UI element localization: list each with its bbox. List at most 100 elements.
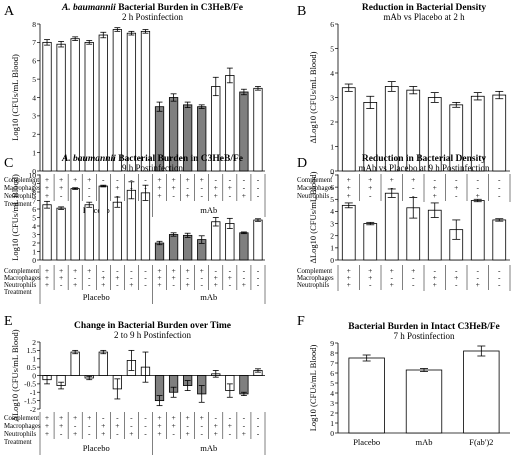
condition-sign: - <box>130 175 133 184</box>
y-tick-label: 1 <box>330 419 334 428</box>
bar <box>42 204 52 261</box>
bar <box>98 34 108 172</box>
condition-label: Neutrophils <box>297 282 329 289</box>
condition-sign: - <box>144 266 147 275</box>
bar <box>112 201 122 261</box>
condition-sign: - <box>257 421 260 430</box>
x-tick-label: mAb <box>416 437 433 447</box>
condition-sign: - <box>229 191 232 200</box>
condition-sign: - <box>144 421 147 430</box>
condition-sign: + <box>157 429 161 438</box>
y-axis-label: Log10 (CFUs/mL Blood) <box>10 174 20 261</box>
y-tick-label: 1 <box>32 148 36 157</box>
condition-label: Complement <box>4 268 39 275</box>
condition-sign: - <box>130 273 133 282</box>
condition-sign: - <box>434 266 437 275</box>
y-tick-label: 4 <box>330 389 334 398</box>
condition-label: Neutrophils <box>297 193 329 200</box>
condition-sign: - <box>88 280 91 289</box>
condition-sign: + <box>347 175 351 184</box>
condition-sign: + <box>157 273 161 282</box>
y-tick-label: 8 <box>32 188 36 197</box>
condition-sign: - <box>172 280 175 289</box>
condition-sign: - <box>257 273 260 282</box>
condition-sign: + <box>157 413 161 422</box>
y-tick-label: -1.5 <box>24 396 36 405</box>
condition-sign: - <box>74 273 77 282</box>
condition-sign: - <box>243 183 246 192</box>
condition-sign: + <box>186 266 190 275</box>
y-tick-label: 0 <box>32 167 36 176</box>
condition-sign: - <box>434 175 437 184</box>
chart-subtitle: 2 to 9 h Postinfection <box>114 330 191 340</box>
condition-sign: + <box>101 429 105 438</box>
y-tick-label: 9 <box>330 339 334 348</box>
condition-sign: - <box>243 413 246 422</box>
y-tick-label: 1 <box>32 247 36 256</box>
chart-subtitle: mAb vs Placebo at 9 h Postinfection <box>359 163 490 173</box>
condition-sign: - <box>257 191 260 200</box>
condition-sign: - <box>144 175 147 184</box>
title-species: A. baumannii <box>61 154 116 164</box>
condition-sign: + <box>214 429 218 438</box>
condition-sign: - <box>116 429 119 438</box>
bar <box>463 350 500 434</box>
y-tick-label: 0 <box>32 256 36 265</box>
condition-sign: + <box>214 191 218 200</box>
y-tick-label: 4 <box>32 222 36 231</box>
condition-sign: + <box>171 266 175 275</box>
y-tick-label: 4 <box>330 69 334 78</box>
condition-sign: + <box>115 421 119 430</box>
bar <box>84 204 94 261</box>
condition-sign: + <box>157 266 161 275</box>
condition-sign: - <box>144 273 147 282</box>
y-tick-label: 0.5 <box>27 363 37 372</box>
group-label: mAb <box>200 205 217 215</box>
treatment-label: Treatment <box>4 439 32 446</box>
condition-sign: + <box>390 266 394 275</box>
y-tick-label: 0 <box>32 371 36 380</box>
bar <box>183 234 193 261</box>
y-tick-label: 9 <box>32 179 36 188</box>
condition-sign: - <box>257 183 260 192</box>
condition-sign: - <box>229 266 232 275</box>
condition-sign: + <box>73 266 77 275</box>
condition-label: Complement <box>4 415 39 422</box>
condition-sign: + <box>476 191 480 200</box>
condition-label: Complement <box>4 177 39 184</box>
condition-sign: - <box>477 273 480 282</box>
condition-sign: - <box>455 175 458 184</box>
condition-sign: + <box>59 273 63 282</box>
condition-label: Macrophages <box>297 185 334 192</box>
y-tick-label: -1 <box>30 388 36 397</box>
condition-label: Macrophages <box>4 185 41 192</box>
y-axis-label: ΔLog10 (CFUs/mL Blood) <box>10 329 20 421</box>
title-rest: Bacterial Burden in C3HeB/Fe <box>116 154 243 164</box>
y-tick-label: 0 <box>330 256 334 265</box>
condition-sign: - <box>257 175 260 184</box>
condition-sign: + <box>171 183 175 192</box>
condition-sign: - <box>477 175 480 184</box>
y-tick-label: 3 <box>330 399 334 408</box>
chart-title: Reduction in Bacterial Density <box>362 3 487 13</box>
condition-sign: + <box>171 175 175 184</box>
condition-label: Macrophages <box>4 423 41 430</box>
condition-sign: - <box>369 191 372 200</box>
condition-sign: + <box>59 266 63 275</box>
condition-label: Neutrophils <box>4 193 36 200</box>
bar <box>405 369 443 434</box>
condition-sign: - <box>88 273 91 282</box>
bar <box>348 357 385 434</box>
condition-sign: + <box>157 421 161 430</box>
condition-sign: + <box>368 183 372 192</box>
condition-sign: - <box>200 429 203 438</box>
condition-sign: - <box>88 421 91 430</box>
bar <box>84 41 94 172</box>
y-tick-label: -2 <box>30 405 36 414</box>
panel-c: C A. baumannii Bacterial Burden in C3HeB/… <box>4 154 266 304</box>
y-tick-label: 1 <box>330 142 334 151</box>
condition-sign: - <box>455 266 458 275</box>
y-tick-label: 5 <box>330 379 334 388</box>
condition-sign: + <box>186 413 190 422</box>
condition-sign: + <box>200 266 204 275</box>
